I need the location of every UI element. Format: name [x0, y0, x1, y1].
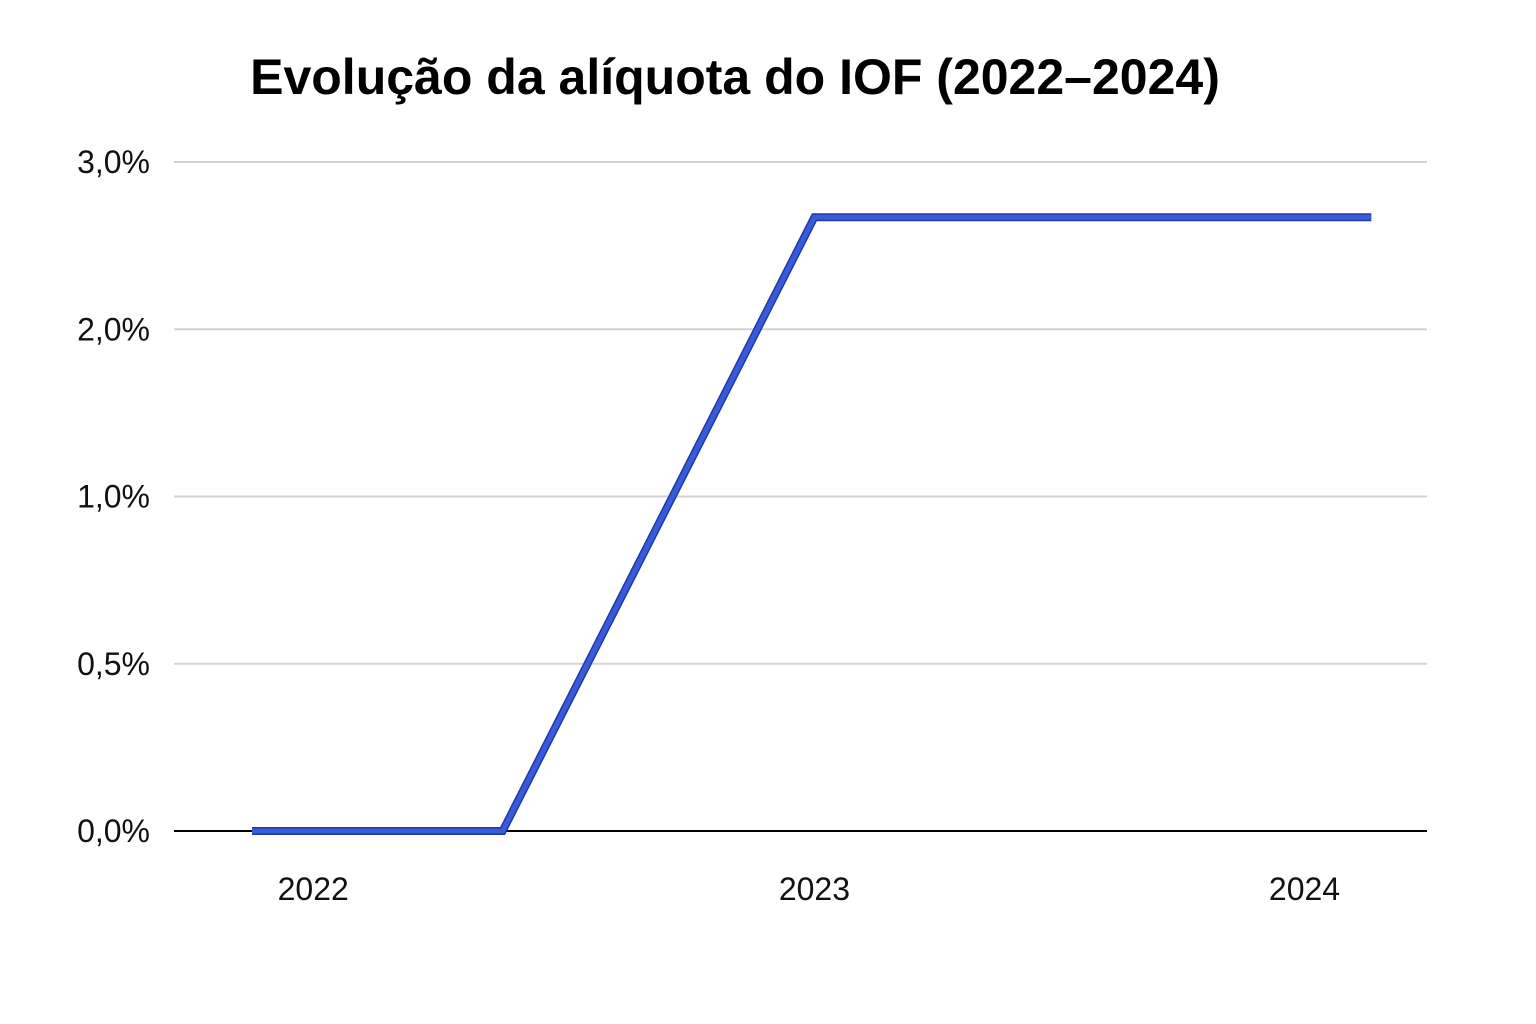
y-axis-tick-labels: 0,0% 0,5% 1,0% 2,0% 3,0%	[77, 144, 150, 849]
y-tick-label: 0,5%	[77, 646, 150, 682]
x-tick-label: 2024	[1269, 871, 1340, 907]
chart-title: Evolução da alíquota do IOF (2022–2024)	[250, 49, 1220, 105]
series-line	[252, 214, 1372, 834]
y-tick-label: 0,0%	[77, 813, 150, 849]
x-tick-label: 2023	[779, 871, 850, 907]
series	[252, 213, 1372, 835]
x-tick-label: 2022	[278, 871, 349, 907]
gridlines	[174, 161, 1427, 665]
series-line-outline	[252, 213, 1372, 835]
y-tick-label: 1,0%	[77, 479, 150, 515]
y-tick-label: 3,0%	[77, 144, 150, 180]
x-axis-tick-labels: 2022 2023 2024	[278, 871, 1340, 907]
y-tick-label: 2,0%	[77, 311, 150, 347]
